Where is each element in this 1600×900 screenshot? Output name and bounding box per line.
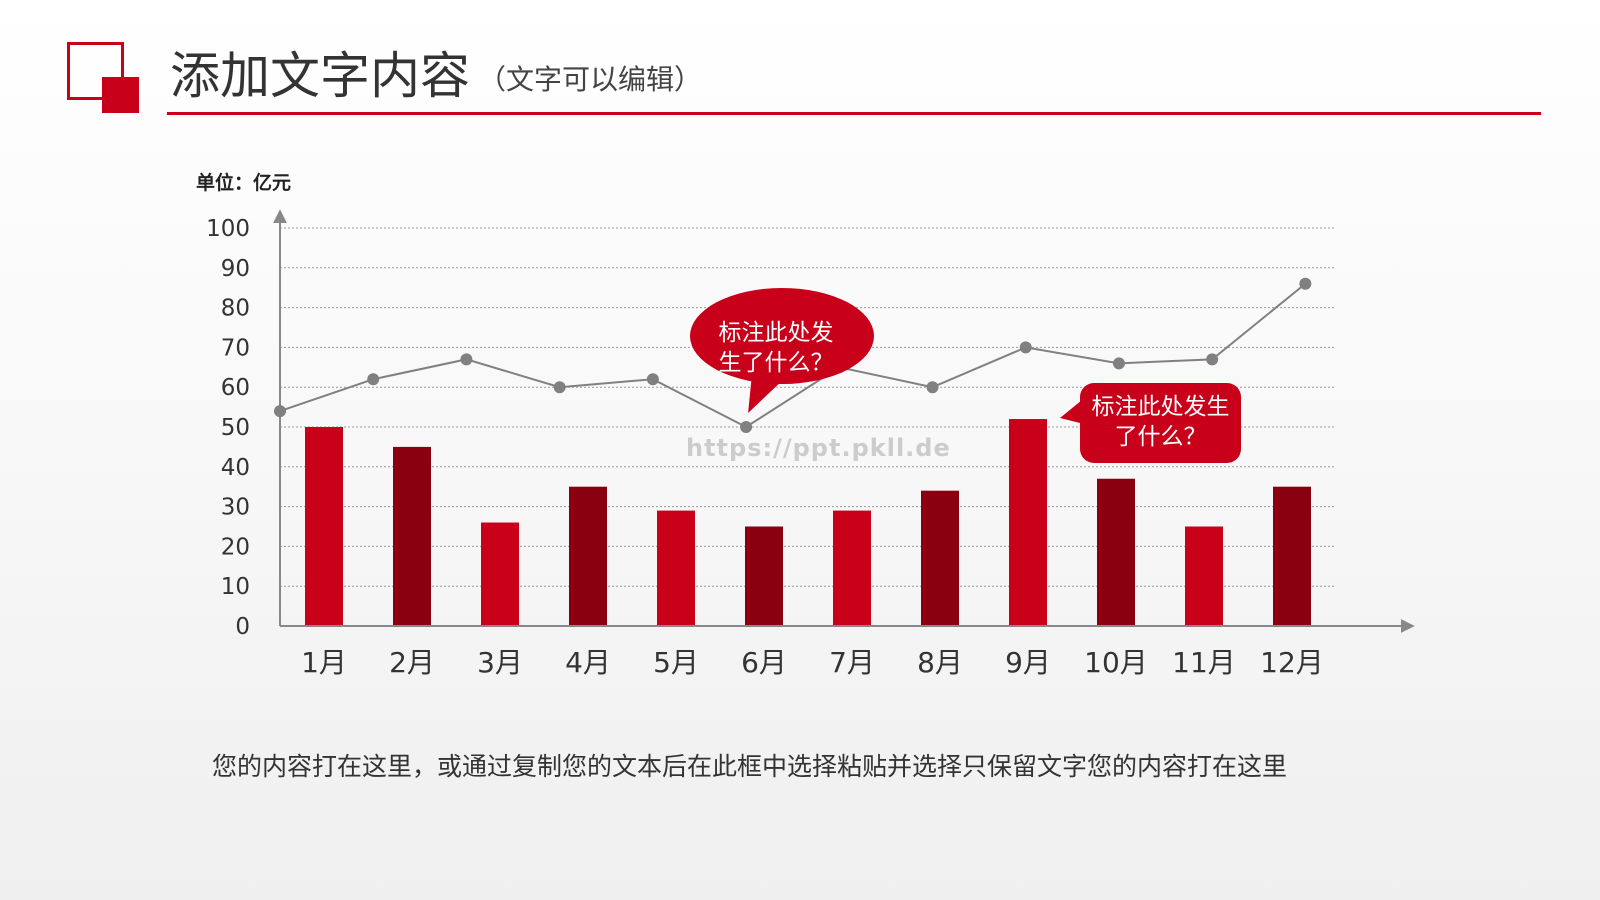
series-line <box>279 282 1307 429</box>
y-tick-label: 70 <box>221 335 250 361</box>
line-point <box>367 373 380 386</box>
bar <box>833 510 871 626</box>
y-tick-label: 0 <box>235 614 250 640</box>
y-tick-label: 100 <box>206 216 250 242</box>
x-tick-label: 12月 <box>1260 646 1324 679</box>
line-point <box>1206 353 1219 366</box>
callout-box-line-2: 了什么？ <box>1114 424 1207 450</box>
y-tick-label: 60 <box>221 375 250 401</box>
x-tick-label: 7月 <box>829 646 875 679</box>
y-tick-label: 20 <box>221 534 250 560</box>
y-tick-label: 30 <box>221 495 250 521</box>
callout-bubble <box>690 288 874 384</box>
y-tick-label: 90 <box>221 256 250 282</box>
callout-box-text: 标注此处发生 了什么？ <box>1082 392 1239 452</box>
x-tick-label: 2月 <box>389 646 435 679</box>
page-subtitle: （文字可以编辑） <box>478 63 703 96</box>
line-point <box>1112 357 1125 370</box>
y-tick-label: 80 <box>221 296 250 322</box>
callout-box <box>1080 383 1241 463</box>
line-point <box>553 381 566 394</box>
line-point <box>926 381 939 394</box>
line-point <box>274 405 286 418</box>
x-tick-label: 8月 <box>917 646 963 679</box>
callout-bubble-line-2: 生了什么？ <box>718 350 834 376</box>
logo-filled-square <box>102 77 139 113</box>
watermark-text: https://ppt.pkll.de <box>686 434 951 462</box>
x-tick-label: 9月 <box>1005 646 1051 679</box>
bar <box>657 510 695 626</box>
bar <box>393 446 431 626</box>
callout-bubble-tail <box>748 374 785 413</box>
x-tick-label: 10月 <box>1084 646 1148 679</box>
callout-box-tail <box>1060 400 1084 424</box>
y-tick-label: 50 <box>221 415 250 441</box>
bar <box>1097 478 1135 626</box>
bar <box>305 427 343 626</box>
body-text: 您的内容打在这里，或通过复制您的文本后在此框中选择粘贴并选择只保留文字您的内容打… <box>212 752 1288 781</box>
bar <box>1185 526 1223 626</box>
x-tick-label: 3月 <box>477 646 523 679</box>
bar <box>1009 419 1047 626</box>
bar <box>921 490 959 626</box>
callout-bubble-line-1: 标注此处发 <box>718 320 834 346</box>
line-point <box>740 421 753 433</box>
line-point <box>460 353 473 366</box>
bar <box>1273 486 1311 626</box>
x-tick-label: 11月 <box>1172 646 1236 679</box>
bar <box>745 526 783 626</box>
callout-box-line-1: 标注此处发生 <box>1091 394 1230 420</box>
bar <box>481 522 519 626</box>
chart-unit-label: 单位：亿元 <box>196 172 292 194</box>
x-tick-label: 1月 <box>301 646 347 679</box>
logo-outline-square <box>67 42 124 100</box>
page-title: 添加文字内容 <box>170 47 470 105</box>
x-tick-label: 4月 <box>565 646 611 679</box>
callout-bubble-text: 标注此处发 生了什么？ <box>690 318 862 378</box>
line-point <box>646 373 659 386</box>
line-point <box>1019 341 1032 354</box>
bar <box>569 486 607 626</box>
y-tick-label: 10 <box>221 574 250 600</box>
line-point <box>1299 277 1312 290</box>
x-tick-label: 6月 <box>741 646 787 679</box>
title-divider <box>167 112 1541 115</box>
y-tick-label: 40 <box>221 455 250 481</box>
x-tick-label: 5月 <box>653 646 699 679</box>
